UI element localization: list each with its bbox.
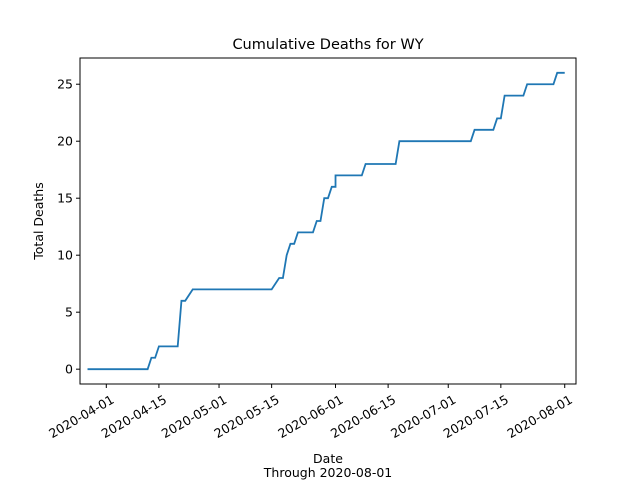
x-axis-sublabel: Through 2020-08-01 [263, 465, 392, 480]
y-tick-label: 25 [57, 77, 73, 92]
y-tick-label: 5 [65, 305, 73, 320]
y-tick-label: 20 [57, 134, 73, 149]
x-axis-label: Date [313, 451, 343, 466]
y-axis-label: Total Deaths [31, 182, 46, 260]
y-tick-label: 0 [65, 362, 73, 377]
y-tick-label: 15 [57, 191, 73, 206]
series-line [87, 71, 565, 371]
y-axis-ticks: 0 5 10 15 20 25 [57, 77, 80, 377]
y-tick-label: 10 [57, 248, 73, 263]
chart-title: Cumulative Deaths for WY [232, 37, 423, 53]
plot-frame [79, 57, 577, 385]
